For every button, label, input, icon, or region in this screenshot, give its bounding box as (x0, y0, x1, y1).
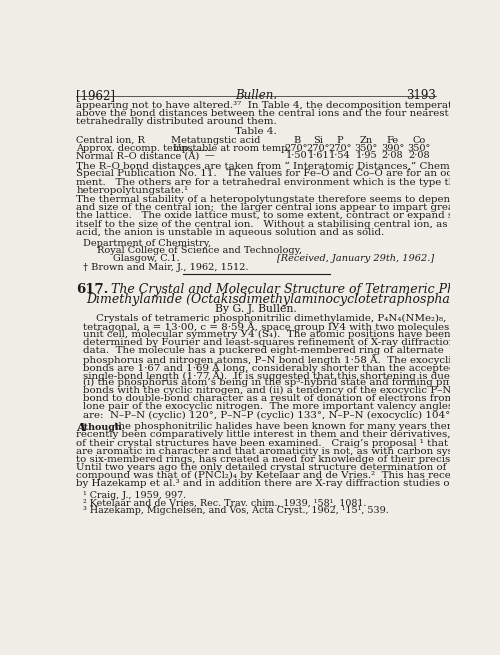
Text: Department of Chemistry,: Department of Chemistry, (84, 239, 212, 248)
Text: [Received, January 29th, 1962.]: [Received, January 29th, 1962.] (278, 254, 434, 263)
Text: 270°: 270° (285, 143, 308, 153)
Text: Table 4.: Table 4. (236, 128, 277, 136)
Text: Central ion, R: Central ion, R (76, 136, 146, 145)
Text: Approx. decomp. temp. ......: Approx. decomp. temp. ...... (76, 143, 214, 153)
Text: 3193: 3193 (406, 89, 436, 102)
Text: P: P (336, 136, 344, 145)
Text: 1·95: 1·95 (356, 151, 377, 160)
Text: Bullen.: Bullen. (235, 89, 278, 102)
Text: † Brown and Mair, J., 1962, 1512.: † Brown and Mair, J., 1962, 1512. (84, 263, 249, 272)
Text: A: A (76, 422, 86, 434)
Text: are aromatic in character and that aromaticity is not, as with carbon systems, c: are aromatic in character and that aroma… (76, 447, 500, 456)
Text: acid, the anion is unstable in aqueous solution and as solid.: acid, the anion is unstable in aqueous s… (76, 227, 384, 236)
Text: by Hazekamp et al.³ and in addition there are X-ray diffraction studies of (PNCl: by Hazekamp et al.³ and in addition ther… (76, 479, 500, 488)
Text: unit cell, molecular symmetry У4 (S₄).  The atomic positions have been: unit cell, molecular symmetry У4 (S₄). T… (84, 329, 451, 339)
Text: Until two years ago the only detailed crystal structure determination of a phosp: Until two years ago the only detailed cr… (76, 463, 500, 472)
Text: lone pair of the exocyclic nitrogen.  The more important valency angles: lone pair of the exocyclic nitrogen. The… (84, 402, 454, 411)
Text: to six-membered rings, has created a need for knowledge of their precise stereoc: to six-membered rings, has created a nee… (76, 455, 500, 464)
Text: above the bond distances between the central ions and the four nearest oxygen at: above the bond distances between the cen… (76, 109, 500, 118)
Text: (i) the phosphorus atom’s being in the sp³-hybrid state and forming pπ-dπ-: (i) the phosphorus atom’s being in the s… (84, 378, 470, 387)
Text: tetrahedrally distributed around them.: tetrahedrally distributed around them. (76, 117, 277, 126)
Text: 1·50: 1·50 (286, 151, 308, 160)
Text: determined by Fourier and least-squares refinement of X-ray diffraction: determined by Fourier and least-squares … (84, 338, 456, 346)
Text: 1·61: 1·61 (308, 151, 329, 160)
Text: the lattice.   The oxide lattice must, to some extent, contract or expand slight: the lattice. The oxide lattice must, to … (76, 212, 500, 221)
Text: Metatungstic acid: Metatungstic acid (171, 136, 260, 145)
Text: 390°: 390° (381, 143, 404, 153)
Text: data.  The molecule has a puckered eight-membered ring of alternate: data. The molecule has a puckered eight-… (84, 346, 444, 355)
Text: By G. J. Bullen.: By G. J. Bullen. (216, 304, 297, 314)
Text: recently been comparatively little interest in them and their derivatives, and v: recently been comparatively little inter… (76, 430, 500, 440)
Text: Normal R–O distance (Å): Normal R–O distance (Å) (76, 151, 200, 162)
Text: Fe: Fe (386, 136, 398, 145)
Text: compound was that of (PNCl₂)₄ by Ketelaar and de Vries.²  This has recently been: compound was that of (PNCl₂)₄ by Ketelaa… (76, 471, 500, 480)
Text: 2·08: 2·08 (408, 151, 430, 160)
Text: Royal College of Science and Technology,: Royal College of Science and Technology, (98, 246, 302, 255)
Text: ³ Hazekamp, Migchelsen, and Vos, Acta Cryst., 1962, ¹15¹, 539.: ³ Hazekamp, Migchelsen, and Vos, Acta Cr… (84, 506, 389, 515)
Text: single-bond length (1·77 Å).  It is suggested that this shortening is due to: single-bond length (1·77 Å). It is sugge… (84, 370, 464, 381)
Text: 1·54: 1·54 (329, 151, 351, 160)
Text: bonds with the cyclic nitrogen, and (ii) a tendency of the exocyclic P–N: bonds with the cyclic nitrogen, and (ii)… (84, 386, 452, 396)
Text: lthough: lthough (81, 423, 123, 432)
Text: phosphorus and nitrogen atoms, P–N bond length 1·58 Å.  The exocyclic P–N: phosphorus and nitrogen atoms, P–N bond … (84, 354, 482, 365)
Text: [1962]: [1962] (76, 89, 116, 102)
Text: Zn: Zn (360, 136, 373, 145)
Text: Glasgow, C.1.: Glasgow, C.1. (113, 254, 180, 263)
Text: ¹ Craig, J., 1959, 997.: ¹ Craig, J., 1959, 997. (84, 491, 186, 500)
Text: the phosphonitrilic halides have been known for many years there has until: the phosphonitrilic halides have been kn… (110, 422, 500, 432)
Text: tetragonal, a = 13·00, c = 8·59 Å, space group IУ4 with two molecules in the: tetragonal, a = 13·00, c = 8·59 Å, space… (84, 322, 483, 332)
Text: 350°: 350° (408, 143, 430, 153)
Text: The thermal stability of a heteropolytungstate therefore seems to depend on the : The thermal stability of a heteropolytun… (76, 195, 500, 204)
Text: 270°: 270° (328, 143, 351, 153)
Text: of their crystal structures have been examined.   Craig’s proposal ¹ that  these: of their crystal structures have been ex… (76, 439, 500, 447)
Text: ment.   The others are for a tetrahedral environment which is the type that exis: ment. The others are for a tetrahedral e… (76, 178, 500, 187)
Text: are:  N–P–N (cyclic) 120°, P–N–P (cyclic) 133°, N–P–N (exocyclic) 104°.: are: N–P–N (cyclic) 120°, P–N–P (cyclic)… (84, 411, 454, 420)
Text: 270°: 270° (306, 143, 330, 153)
Text: The R–O bond distances are taken from “ Interatomic Distances,” Chemical Society: The R–O bond distances are taken from “ … (76, 161, 500, 171)
Text: bonds are 1·67 and 1·69 Å long, considerably shorter than the accepted P–N: bonds are 1·67 and 1·69 Å long, consider… (84, 362, 480, 373)
Text: B: B (293, 136, 300, 145)
Text: —: — (205, 151, 214, 160)
Text: 617.: 617. (76, 283, 109, 295)
Text: The Crystal and Molecular Structure of Tetrameric Phosphonitrilic: The Crystal and Molecular Structure of T… (103, 283, 500, 295)
Text: appearing not to have altered.³⁷  In Table 4, the decomposition temperatures are: appearing not to have altered.³⁷ In Tabl… (76, 101, 500, 110)
Text: bond to double-bond character as a result of donation of electrons from the: bond to double-bond character as a resul… (84, 394, 474, 403)
Text: Crystals of tetrameric phosphonitrilic dimethylamide, P₄N₄(NMe₂)₈, are: Crystals of tetrameric phosphonitrilic d… (84, 314, 467, 322)
Text: Si: Si (314, 136, 323, 145)
Text: Special Publication No. 11.   The values for Fe–O and Co–O are for an octahedral: Special Publication No. 11. The values f… (76, 170, 500, 178)
Text: Dimethylamide (Octakisdimethylaminocyclotetraphosphazatetraene).: Dimethylamide (Octakisdimethylaminocyclo… (86, 293, 500, 306)
Text: 350°: 350° (354, 143, 378, 153)
Text: Unstable at room temp.: Unstable at room temp. (172, 143, 290, 153)
Text: Co: Co (412, 136, 426, 145)
Text: itself to the size of the central ion.   Without a stabilising central ion, as i: itself to the size of the central ion. W… (76, 219, 500, 229)
Text: 2·08: 2·08 (382, 151, 404, 160)
Text: ² Ketelaar and de Vries, Rec. Trav. chim., 1939, ¹58¹, 1081.: ² Ketelaar and de Vries, Rec. Trav. chim… (84, 498, 367, 507)
Text: heteropolytungstate.¹: heteropolytungstate.¹ (76, 185, 188, 195)
Text: and size of the central ion;  the larger central ions appear to impart greater s: and size of the central ion; the larger … (76, 203, 500, 212)
